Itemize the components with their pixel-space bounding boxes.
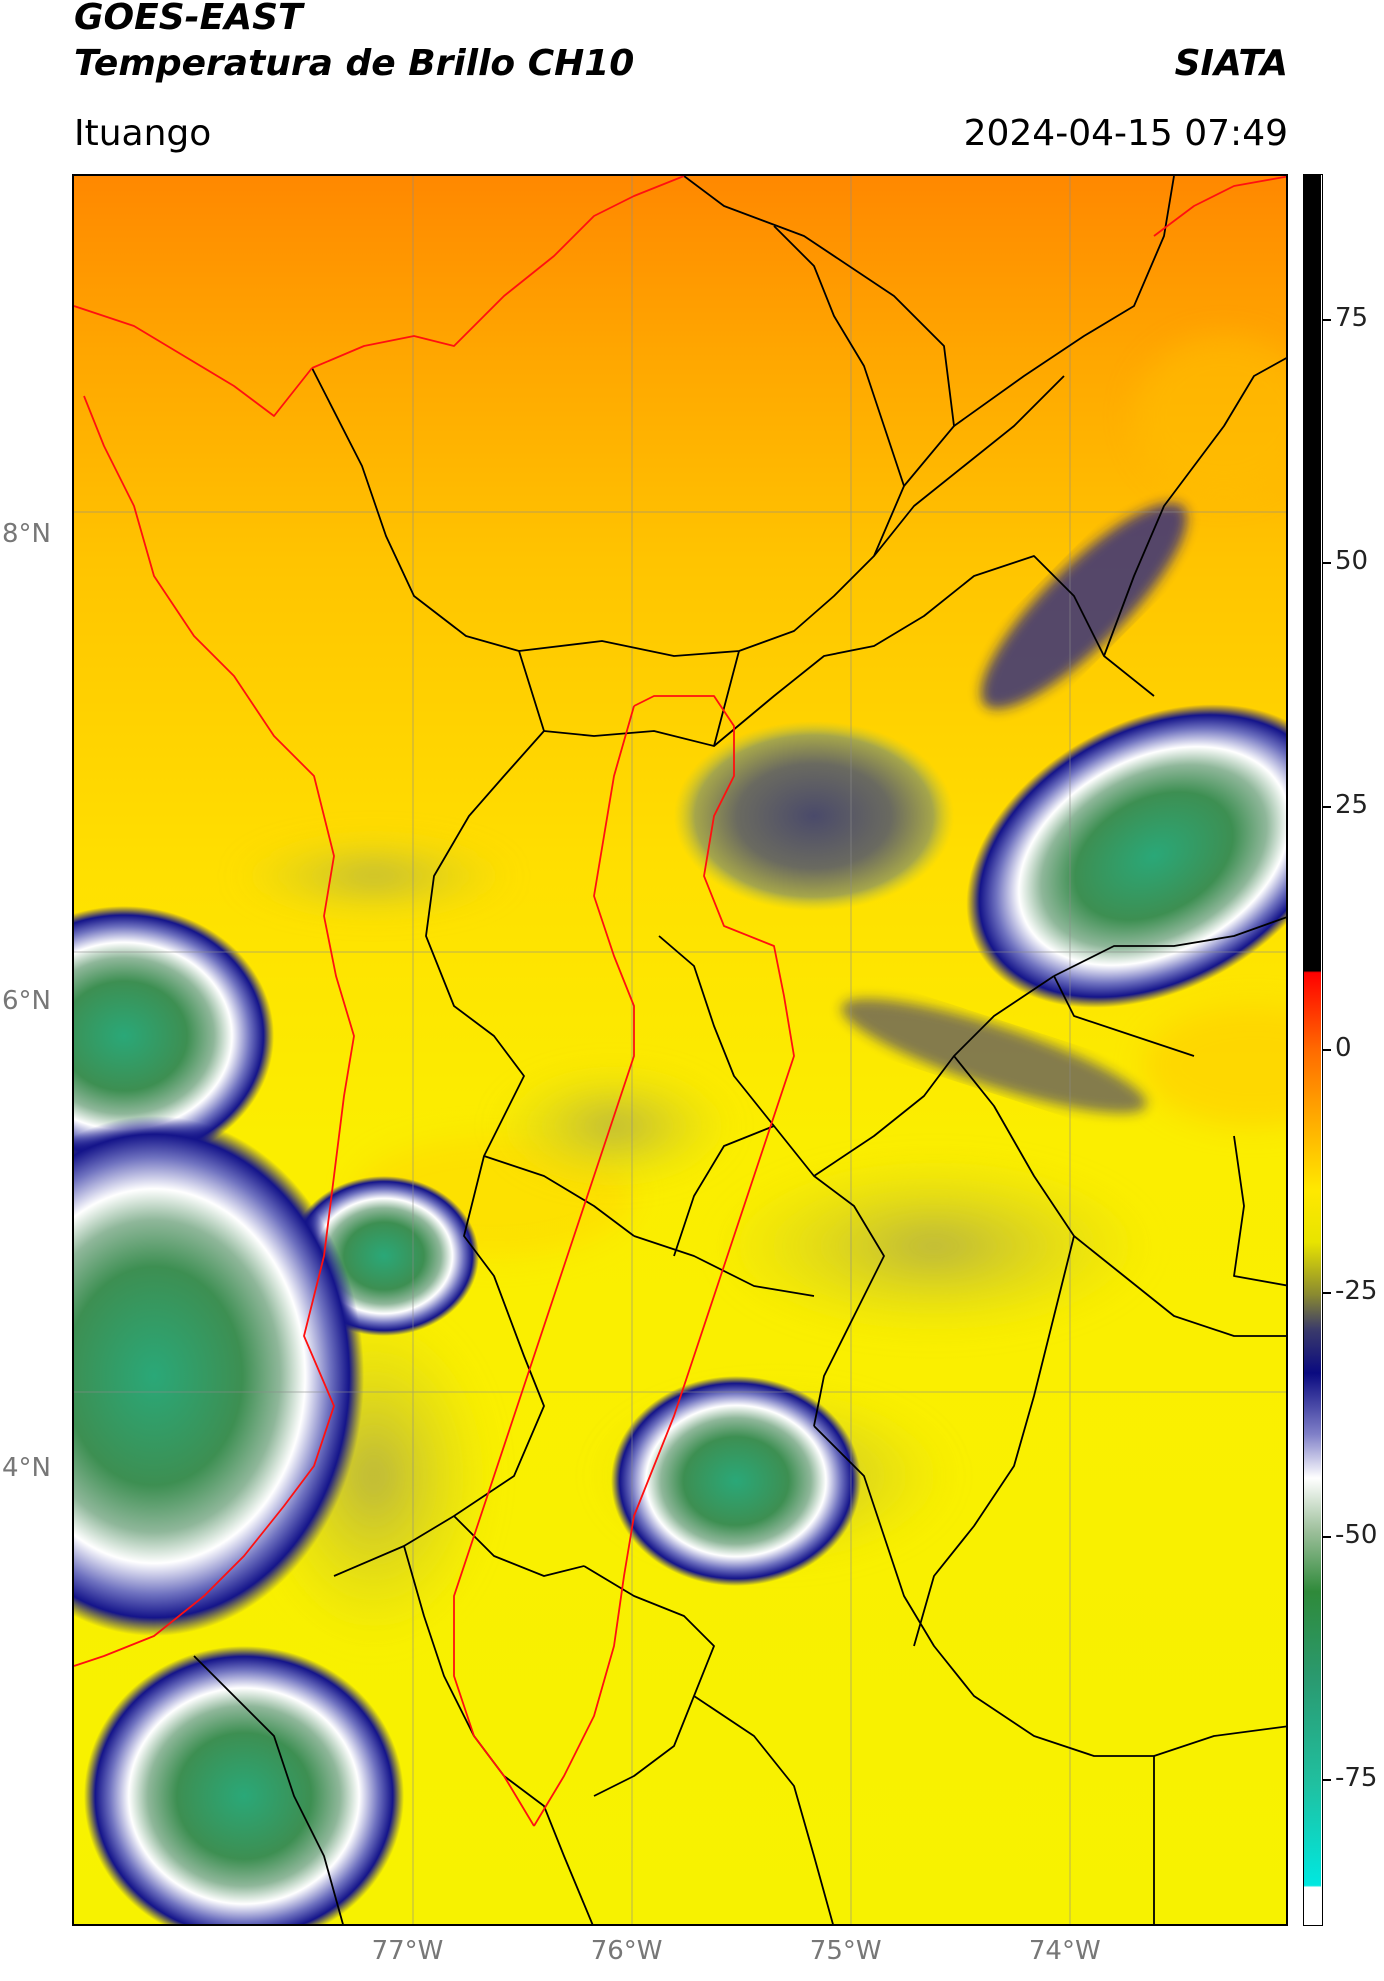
- colorbar-tick-mark: [1323, 562, 1331, 565]
- cloud-central-south: [611, 1376, 861, 1586]
- satellite-title: GOES-EAST: [74, 0, 303, 38]
- colorbar: [1303, 174, 1323, 1926]
- warm-band-overlay: [354, 336, 1286, 1256]
- cloud-west-north: [74, 906, 274, 1166]
- lat-tick-label: 4°N: [2, 1453, 51, 1484]
- colorbar-tick-label: 0: [1335, 1033, 1352, 1063]
- colorbar-tick-label: -75: [1335, 1763, 1378, 1793]
- colorbar-tick-mark: [1323, 319, 1331, 321]
- coastline-red: [74, 176, 1286, 1827]
- cloud-northeast-band: [981, 503, 1187, 709]
- lat-tick-label: 6°N: [2, 986, 51, 1017]
- lon-tick-label: 76°W: [590, 1936, 663, 1966]
- lon-tick-label: 75°W: [809, 1936, 882, 1966]
- cloud-grey-center: [674, 721, 954, 911]
- department-boundaries: [193, 176, 1286, 1924]
- colorbar-tick-mark: [1323, 1292, 1331, 1295]
- colorbar-tick-label: -50: [1335, 1519, 1378, 1550]
- satellite-map[interactable]: [72, 174, 1288, 1926]
- map-background: [74, 176, 1286, 1924]
- lon-tick-label: 74°W: [1028, 1936, 1101, 1966]
- colorbar-tick-mark: [1323, 1049, 1331, 1051]
- product-title: Temperatura de Brillo CH10: [74, 43, 635, 84]
- colorbar-tick-mark: [1323, 1535, 1331, 1538]
- colorbar-tick-mark: [1323, 1779, 1331, 1781]
- colorbar-tick-label: 75: [1335, 303, 1369, 333]
- org-label: SIATA: [1174, 43, 1288, 84]
- cloud-west-center: [74, 1116, 364, 1636]
- colorbar-gradient: [1304, 175, 1321, 1924]
- lat-tick-label: 8°N: [2, 519, 51, 550]
- colorbar-tick-label: 25: [1335, 789, 1369, 820]
- colorbar-tick-label: 50: [1335, 546, 1369, 577]
- map-canvas: [74, 176, 1286, 1924]
- colorbar-tick-mark: [1323, 805, 1331, 808]
- region-label: Ituango: [74, 113, 212, 154]
- datetime-label: 2024-04-15 07:49: [963, 113, 1288, 154]
- colorbar-tick-label: -25: [1335, 1276, 1378, 1307]
- lon-tick-label: 77°W: [371, 1936, 444, 1966]
